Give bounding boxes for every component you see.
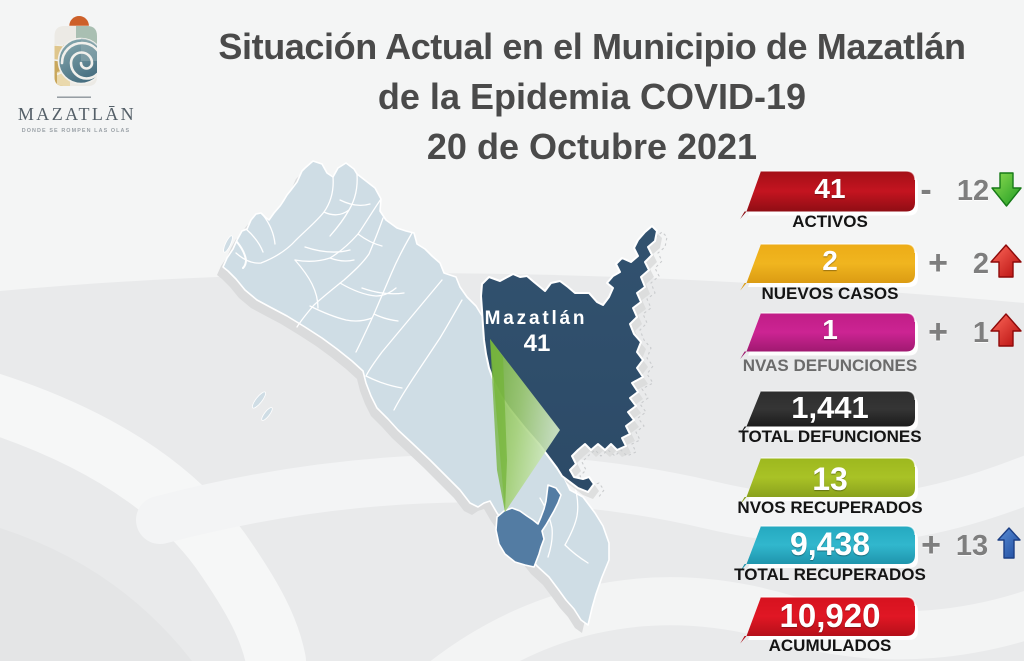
svg-text:MAZATLĀN: MAZATLĀN [18, 104, 136, 124]
svg-text:DONDE SE ROMPEN LAS OLAS: DONDE SE ROMPEN LAS OLAS [22, 128, 130, 134]
svg-text:Mazatlán: Mazatlán [485, 308, 588, 329]
svg-text:41: 41 [524, 330, 551, 357]
